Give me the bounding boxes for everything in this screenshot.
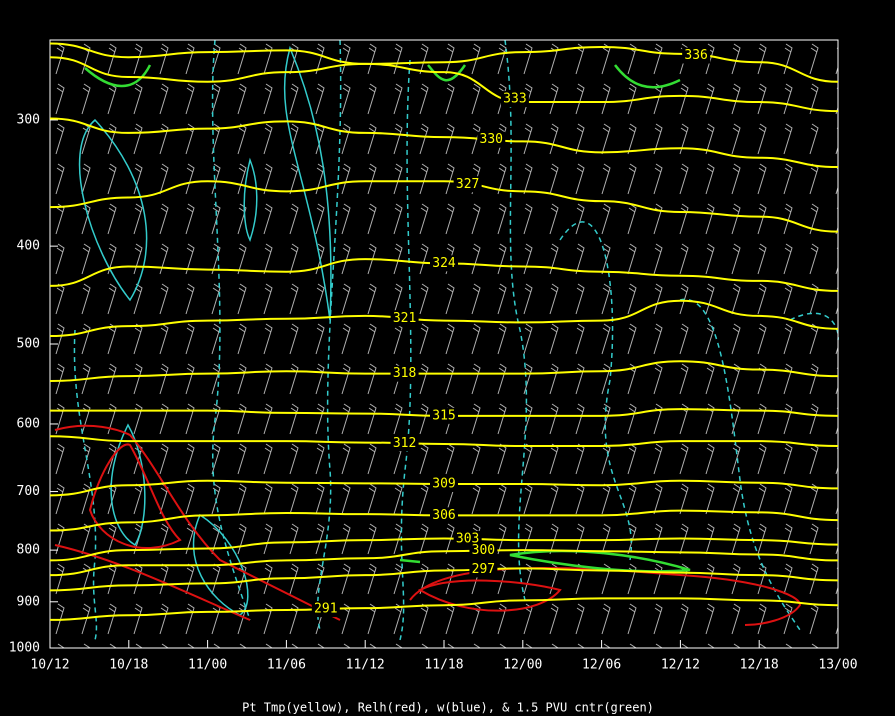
- y-tick-label: 800: [17, 543, 40, 558]
- isentrope-label-bg: [469, 561, 498, 578]
- w-contours-dashed: [73, 39, 839, 641]
- isentrope-label: 330: [480, 132, 503, 147]
- x-tick-label: 12/12: [661, 658, 700, 673]
- isentrope: [49, 299, 839, 338]
- isentrope-label: 336: [684, 48, 707, 63]
- isentrope-label-bg: [430, 255, 458, 272]
- y-tick-label: 400: [17, 239, 40, 254]
- x-tick-label: 12/18: [740, 658, 779, 673]
- isentrope-label-bg: [477, 131, 506, 148]
- isentrope: [49, 360, 839, 382]
- isentrope-label-bg: [390, 365, 419, 382]
- isentrope-label: 327: [456, 177, 479, 192]
- isentrope: [49, 117, 839, 169]
- isentrope: [49, 549, 839, 577]
- isentrope-label: 315: [432, 408, 455, 423]
- isentrope-label: 321: [393, 311, 416, 326]
- x-tick-label: 11/06: [267, 658, 306, 673]
- isentrope-label-bg: [311, 601, 340, 618]
- isentrope-label-bg: [430, 475, 458, 492]
- isentrope-label: 306: [432, 508, 455, 523]
- x-tick-label: 12/00: [503, 658, 542, 673]
- isentrope-label: 318: [393, 366, 416, 381]
- y-tick-label: 1000: [9, 641, 40, 656]
- w-contours-solid: [78, 45, 332, 616]
- isentrope-label: 297: [472, 562, 495, 577]
- wind-barbs: [50, 40, 838, 648]
- isentrope-label-bg: [469, 542, 498, 559]
- isentrope-label-bg: [453, 176, 482, 193]
- y-tick-label: 900: [17, 594, 40, 609]
- x-tick-label: 11/18: [424, 658, 463, 673]
- y-tick-label: 500: [17, 337, 40, 352]
- isentrope: [49, 56, 839, 113]
- x-tick-label: 11/12: [346, 658, 385, 673]
- isentrope-label-bg: [390, 435, 419, 452]
- isentrope-label-bg: [430, 407, 458, 424]
- y-tick-label: 700: [17, 484, 40, 499]
- isentrope-label: 300: [472, 543, 495, 558]
- isentrope-label: 309: [432, 476, 455, 491]
- caption: Pt Tmp(yellow), Relh(red), w(blue), & 1.…: [242, 701, 654, 715]
- isentrope-label-bg: [500, 91, 529, 108]
- isentrope: [49, 180, 839, 233]
- isentrope: [49, 537, 839, 562]
- isentrope-label: 291: [314, 602, 337, 617]
- isentrope: [49, 567, 839, 592]
- x-tick-label: 12/06: [582, 658, 621, 673]
- isentrope-label: 333: [503, 92, 526, 107]
- x-tick-label: 11/00: [188, 658, 227, 673]
- x-tick-label: 13/00: [818, 658, 857, 673]
- isentrope-label: 312: [393, 436, 416, 451]
- isentrope-label-bg: [430, 507, 458, 524]
- y-tick-label: 600: [17, 416, 40, 431]
- x-tick-label: 10/12: [30, 658, 69, 673]
- x-tick-label: 10/18: [109, 658, 148, 673]
- isentrope-label-bg: [682, 47, 711, 64]
- isentrope: [49, 435, 839, 448]
- isentrope: [49, 597, 839, 621]
- y-tick-label: 300: [17, 112, 40, 127]
- isentrope-label-bg: [390, 310, 419, 327]
- isentrope-label: 324: [432, 256, 456, 271]
